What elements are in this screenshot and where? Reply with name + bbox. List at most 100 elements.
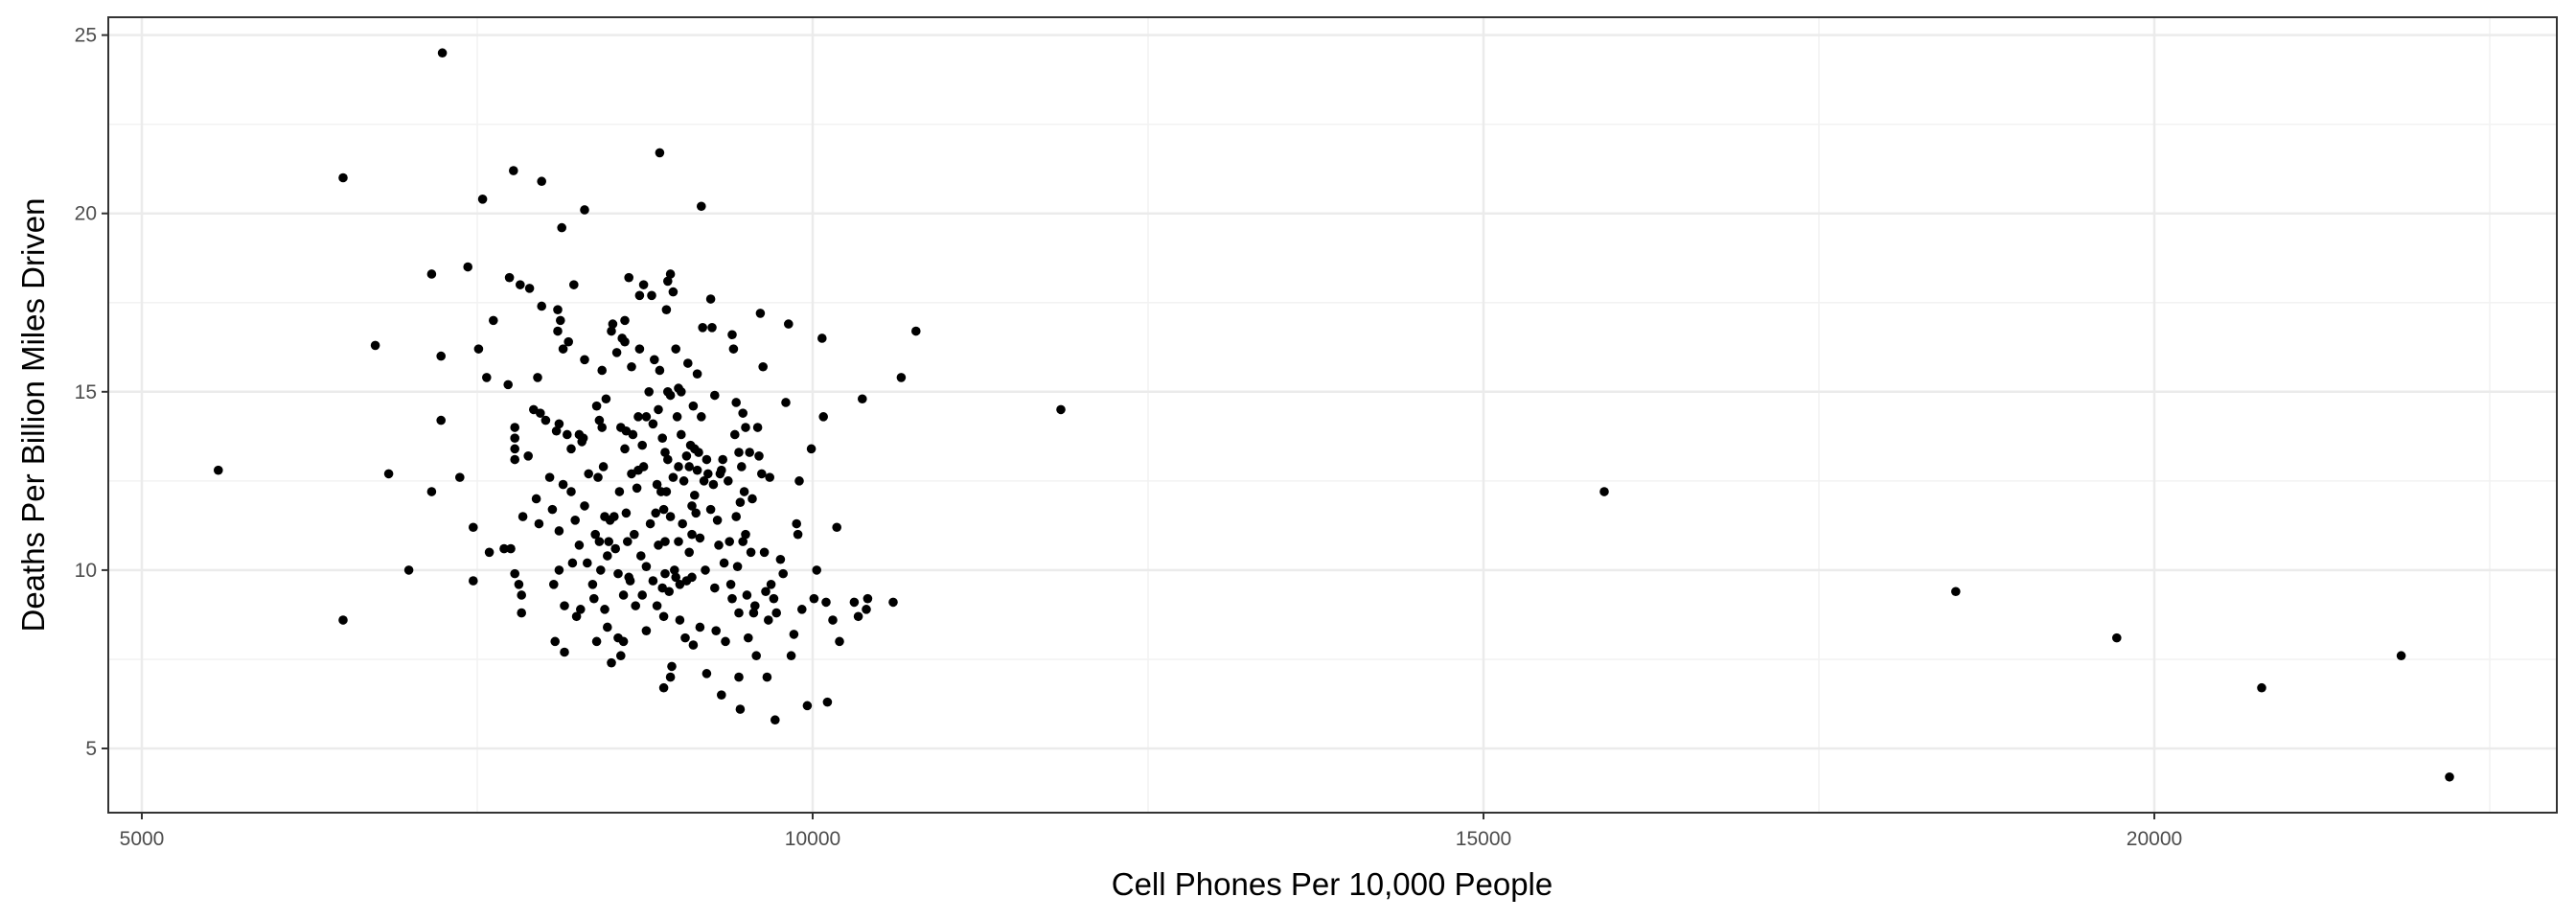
data-point	[647, 290, 656, 301]
data-point	[741, 423, 750, 432]
data-point	[675, 615, 685, 625]
plot-panel-border	[107, 16, 2558, 814]
data-point	[591, 636, 602, 647]
data-point	[828, 615, 838, 625]
data-point	[858, 394, 867, 404]
data-point	[563, 429, 572, 440]
data-point	[694, 448, 703, 457]
data-point	[764, 615, 773, 625]
y-tick-label: 25	[75, 25, 97, 47]
data-point	[569, 280, 579, 289]
data-point	[703, 469, 713, 479]
data-point	[735, 497, 746, 507]
data-point	[509, 166, 518, 175]
data-point	[661, 305, 672, 315]
data-point	[705, 294, 716, 304]
data-point	[482, 373, 492, 382]
data-point	[725, 579, 736, 589]
y-tick-label: 5	[85, 738, 97, 760]
data-point	[644, 387, 654, 397]
y-tick-label: 20	[75, 203, 97, 225]
data-point	[338, 615, 348, 625]
data-point	[534, 518, 544, 529]
data-point	[732, 562, 743, 571]
data-point	[436, 415, 447, 426]
data-point	[370, 340, 380, 351]
data-point	[537, 176, 546, 187]
data-point	[741, 529, 750, 540]
data-point	[761, 586, 770, 597]
data-point	[537, 301, 546, 311]
data-point	[670, 565, 679, 575]
data-point	[426, 487, 437, 496]
data-point	[752, 423, 763, 432]
data-point	[516, 280, 525, 289]
data-point	[638, 462, 649, 472]
data-point	[727, 593, 737, 604]
data-point	[678, 476, 689, 486]
data-point	[731, 512, 741, 521]
y-axis-ticks: 5 10 15 20 25	[75, 25, 108, 760]
x-tick-label: 10000	[785, 828, 840, 850]
data-point	[744, 632, 753, 643]
data-point	[641, 626, 652, 635]
data-point	[510, 423, 519, 432]
data-point	[797, 605, 807, 614]
data-point	[533, 373, 542, 382]
data-point	[403, 565, 414, 575]
data-point	[510, 568, 519, 579]
data-point	[771, 608, 781, 618]
data-point	[784, 319, 794, 329]
data-point	[610, 543, 620, 554]
data-point	[687, 501, 697, 511]
data-point	[650, 355, 659, 365]
data-point	[671, 344, 680, 354]
data-point	[759, 547, 770, 558]
data-point	[665, 672, 676, 682]
data-point	[463, 262, 473, 272]
data-point	[727, 330, 737, 340]
data-point	[574, 540, 585, 550]
data-point	[2396, 651, 2406, 661]
data-point	[730, 429, 740, 440]
data-point	[566, 487, 576, 496]
data-point	[748, 494, 757, 504]
data-point	[578, 433, 588, 443]
data-point	[648, 576, 658, 586]
data-point	[524, 284, 535, 293]
data-point	[665, 390, 676, 401]
data-point	[510, 444, 519, 454]
data-point	[514, 579, 524, 589]
data-point	[608, 319, 618, 329]
data-point	[504, 272, 515, 283]
data-point	[558, 479, 568, 490]
data-point	[571, 611, 582, 622]
data-point	[338, 172, 348, 183]
data-point	[214, 465, 223, 475]
data-point	[695, 533, 705, 543]
data-point	[710, 583, 720, 593]
data-point	[540, 415, 551, 426]
data-point	[672, 412, 682, 422]
data-point	[687, 529, 697, 540]
data-point	[750, 601, 760, 610]
data-point	[550, 636, 560, 647]
data-point	[728, 344, 739, 354]
data-point	[751, 651, 761, 661]
data-point	[503, 380, 513, 390]
data-point	[645, 518, 656, 529]
data-point	[888, 597, 898, 608]
data-point	[637, 590, 647, 600]
data-point	[597, 423, 607, 432]
data-point	[710, 390, 720, 401]
data-point	[739, 487, 749, 496]
data-point	[818, 412, 828, 422]
data-point	[633, 412, 643, 422]
data-point	[683, 358, 693, 368]
data-point	[607, 326, 616, 336]
data-point	[665, 269, 676, 279]
data-point	[477, 195, 488, 204]
data-point	[705, 504, 716, 515]
data-point	[564, 336, 573, 347]
